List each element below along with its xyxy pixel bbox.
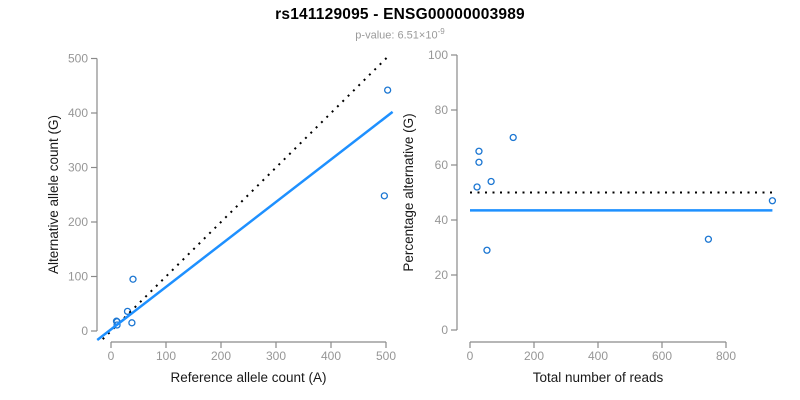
- x-axis-label: Total number of reads: [533, 370, 664, 385]
- data-point: [475, 147, 483, 155]
- plot-header: rs141129095 - ENSG00000003989 p-value: 6…: [0, 6, 800, 42]
- fit-line: [96, 110, 394, 341]
- x-axis-label: Reference allele count (A): [170, 370, 326, 385]
- page-title: rs141129095 - ENSG00000003989: [275, 6, 525, 23]
- y-tick-label: 300: [68, 161, 88, 175]
- x-tick-label: 400: [321, 349, 341, 363]
- p-value-subtitle: p-value: 6.51×10-9: [0, 27, 800, 42]
- y-tick-label: 100: [428, 48, 448, 62]
- data-point: [509, 133, 517, 142]
- percentage-reads-plot: 0 200 400 600 800 0 20 40 60 80 100 Total number of…: [401, 48, 777, 385]
- data-point: [487, 177, 495, 186]
- y-tick-label: 40: [435, 213, 449, 227]
- x-tick-label: 0: [467, 349, 474, 363]
- identity-line: [102, 53, 391, 340]
- x-tick-label: 500: [376, 349, 396, 363]
- y-tick-label: 0: [81, 324, 88, 338]
- p-value-text: p-value: 6.51×10: [355, 29, 438, 42]
- x-tick-label: 100: [156, 349, 176, 363]
- data-point: [768, 197, 777, 205]
- p-value-exponent: -9: [437, 27, 445, 36]
- y-tick-label: 100: [68, 270, 88, 284]
- x-tick-label: 400: [588, 349, 608, 363]
- data-point: [113, 321, 121, 329]
- x-tick-label: 200: [211, 349, 231, 363]
- data-point: [704, 235, 713, 243]
- x-tick-label: 200: [524, 349, 544, 363]
- data-point: [129, 275, 137, 283]
- x-tick-label: 300: [266, 349, 286, 363]
- data-point: [483, 246, 491, 254]
- data-point: [383, 86, 392, 94]
- y-tick-label: 0: [441, 323, 448, 337]
- y-axis-label: Percentage alternative (G): [401, 113, 416, 271]
- y-tick-label: 60: [435, 158, 449, 172]
- y-tick-label: 80: [435, 103, 449, 117]
- data-point: [128, 319, 136, 327]
- y-tick-label: 400: [68, 106, 88, 120]
- data-point: [475, 158, 483, 166]
- x-tick-label: 800: [716, 349, 736, 363]
- x-tick-label: 0: [108, 349, 115, 363]
- x-tick-label: 600: [652, 349, 672, 363]
- y-axis-label: Alternative allele count (G): [46, 115, 61, 274]
- allele-counts-plot: 0 100 200 300 400 500 0 100 200 300 400 500 Referenc…: [46, 52, 396, 386]
- y-tick-label: 200: [68, 215, 88, 229]
- data-point: [380, 192, 389, 200]
- data-point: [473, 183, 481, 191]
- y-tick-label: 20: [435, 268, 449, 282]
- y-tick-label: 500: [68, 52, 88, 66]
